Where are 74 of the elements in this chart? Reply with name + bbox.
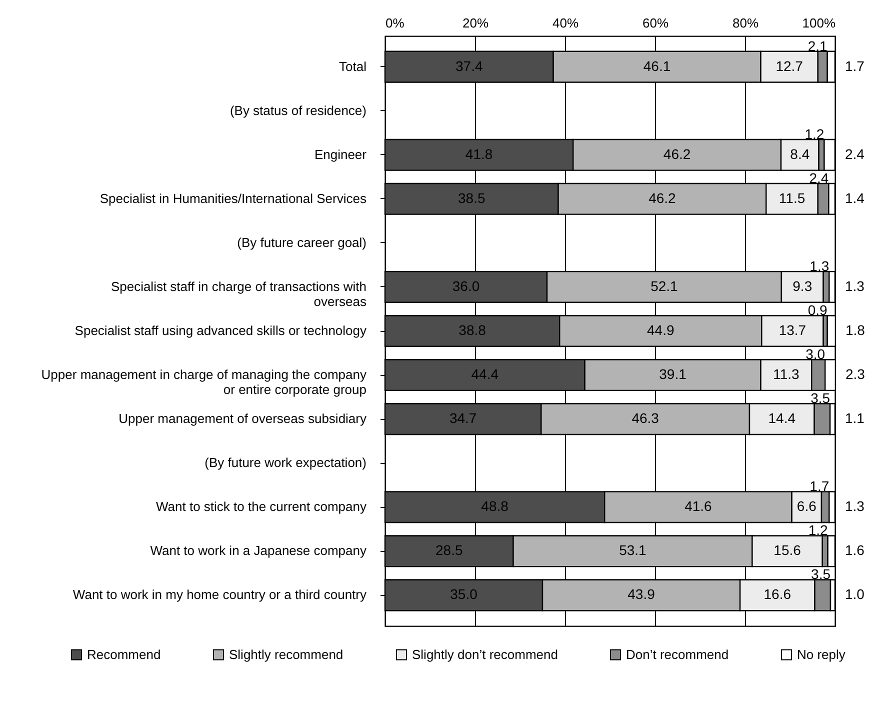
y-tick-label: Specialist staff using advanced skills or technology [74,323,367,338]
data-label: 34.7 [449,410,477,426]
y-tick-label: Want to work in a Japanese company [150,543,367,558]
y-tick-label: Want to stick to the current company [156,499,367,514]
y-tick-label: (By status of residence) [230,102,366,118]
x-tick-label: 100% [802,16,836,30]
data-label: 11.5 [778,190,806,206]
data-label: 12.7 [776,58,804,74]
data-label: 2.1 [808,38,828,54]
data-label: 1.1 [845,410,865,426]
y-tick-label: Total [339,58,367,74]
x-tick-label: 60% [642,16,669,30]
data-label: 28.5 [436,542,463,558]
legend-label: Don’t recommend [626,646,729,662]
data-label: 46.3 [632,410,660,426]
data-label: 1.7 [845,58,865,74]
data-label: 52.1 [650,278,678,294]
data-label: 46.1 [643,58,671,74]
data-label: 53.1 [619,542,647,558]
data-label: 1.6 [845,542,865,558]
data-label: 37.4 [456,58,483,74]
data-label: 1.7 [810,478,830,494]
legend-label: Slightly recommend [229,646,344,662]
data-label: 8.4 [790,146,810,162]
data-label: 15.6 [774,542,802,558]
data-label: 39.1 [659,366,687,382]
legend-label: No reply [797,646,846,662]
y-tick-label: Specialist in Humanities/International Services [100,190,367,206]
data-label: 38.5 [458,190,486,206]
y-tick-label: Engineer [314,146,368,162]
data-label: 46.2 [663,146,691,162]
data-label: 1.4 [845,190,865,206]
data-label: 11.3 [773,366,800,382]
data-label: 1.2 [808,522,828,538]
legend-label: Recommend [87,646,161,662]
x-tick-label: 0% [386,16,405,30]
data-label: 13.7 [778,322,806,338]
data-label: 1.0 [845,586,865,602]
data-label: 46.2 [648,190,676,206]
data-label: 3.5 [810,390,830,406]
data-label: 41.6 [684,498,712,514]
data-label: 35.0 [450,586,478,602]
y-tick-label: (By future work expectation) [204,455,366,470]
data-label: 6.6 [796,498,817,514]
data-label: 44.4 [471,366,499,382]
data-label: 1.3 [845,498,865,514]
data-label: 44.9 [647,322,674,338]
y-tick-label: Upper management of overseas subsidiary [118,411,367,426]
data-label: 38.8 [458,322,486,338]
data-label: 2.3 [845,366,866,382]
y-tick-label: (By future career goal) [237,234,366,250]
y-tick-label: Upper management in charge of managing the company or entire corporate group [41,367,367,398]
x-tick-label: 80% [732,16,759,30]
data-label: 1.3 [810,258,830,274]
data-label: 3.5 [811,566,831,582]
data-label: 3.0 [806,346,826,362]
data-label: 0.9 [808,302,828,318]
x-tick-label: 40% [552,16,579,30]
data-label: 1.3 [845,278,865,294]
data-label: 36.0 [452,278,480,294]
y-tick-label: Want to work in my home country or a third country [72,587,367,602]
data-label: 48.8 [481,498,509,514]
y-tick-label: Specialist staff in charge of transactions with overseas [110,278,367,309]
data-label: 2.4 [845,146,865,162]
data-label: 2.4 [809,170,829,186]
x-tick-label: 20% [462,16,489,30]
data-label: 1.8 [845,322,866,338]
data-label: 43.9 [628,586,656,602]
data-label: 14.4 [768,410,796,426]
data-label: 41.8 [465,146,493,162]
data-label: 9.3 [792,278,812,294]
data-label: 1.2 [804,126,824,142]
data-label: 16.6 [764,586,792,602]
legend-label: Slightly don’t recommend [412,646,558,662]
